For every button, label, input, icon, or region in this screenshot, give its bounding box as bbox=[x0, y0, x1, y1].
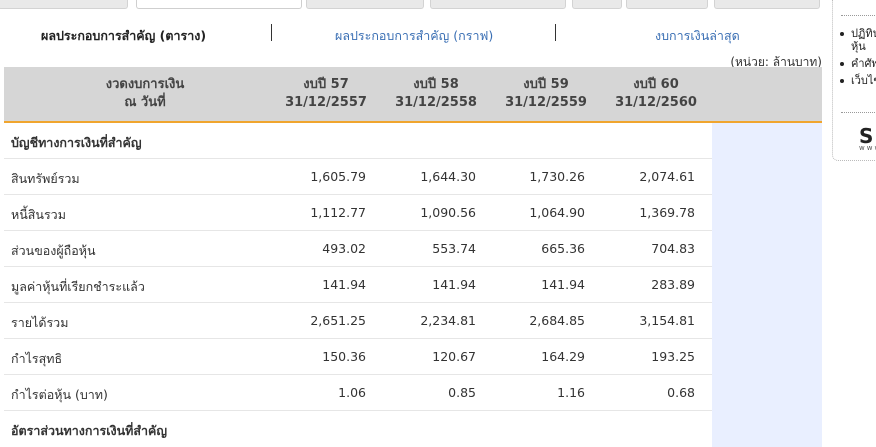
top-tab-strip bbox=[0, 0, 822, 10]
sidebar-link-website[interactable]: เว็บไซ bbox=[839, 74, 876, 87]
cell-value: 1,605.79 bbox=[310, 169, 366, 184]
tab-key-results-table[interactable]: ผลประกอบการสำคัญ (ตาราง) bbox=[41, 28, 207, 43]
header-col-title: งบปี 59 bbox=[523, 77, 569, 92]
section-title: บัญชีทางการเงินที่สำคัญ bbox=[11, 135, 142, 150]
header-col-title: งบปี 57 bbox=[303, 77, 349, 92]
top-tab-3[interactable] bbox=[306, 0, 424, 9]
cell-value: 141.94 bbox=[541, 277, 585, 292]
cell-value: 1,090.56 bbox=[420, 205, 476, 220]
highlight-column-cell bbox=[712, 231, 822, 267]
right-sidebar: ปฏิทิน หุ้น คำศัพ เว็บไซ SE www bbox=[832, 0, 876, 161]
cell-value: 2,684.85 bbox=[529, 313, 585, 328]
section-row-key-accounts: บัญชีทางการเงินที่สำคัญ bbox=[4, 123, 822, 159]
table-row: กำไรสุทธิ 150.36 120.67 164.29 193.25 bbox=[4, 339, 822, 375]
cell-value: 1,369.78 bbox=[639, 205, 695, 220]
financial-table: งวดงบการเงิน ณ วันที่ งบปี 57 31/12/2557… bbox=[4, 67, 822, 447]
top-tab-4[interactable] bbox=[430, 0, 566, 9]
table-row: ส่วนของผู้ถือหุ้น 493.02 553.74 665.36 7… bbox=[4, 231, 822, 267]
cell-value: 120.67 bbox=[432, 349, 476, 364]
header-col-title: งบปี 58 bbox=[413, 77, 459, 92]
nav-separator bbox=[271, 24, 272, 41]
sub-navigation: ผลประกอบการสำคัญ (ตาราง) ผลประกอบการสำคั… bbox=[0, 22, 822, 46]
cell-value: 164.29 bbox=[541, 349, 585, 364]
row-label: หนี้สินรวม bbox=[11, 207, 66, 222]
table-header: งวดงบการเงิน ณ วันที่ งบปี 57 31/12/2557… bbox=[4, 67, 822, 123]
top-tab-6[interactable] bbox=[626, 0, 708, 9]
header-col-date: 31/12/2560 bbox=[615, 95, 697, 110]
header-col-60: งบปี 60 31/12/2560 bbox=[606, 76, 706, 112]
section-title: อัตราส่วนทางการเงินที่สำคัญ bbox=[11, 423, 168, 438]
cell-value: 665.36 bbox=[541, 241, 585, 256]
row-label: กำไรต่อหุ้น (บาท) bbox=[11, 387, 108, 402]
row-label: สินทรัพย์รวม bbox=[11, 171, 80, 186]
cell-value: 141.94 bbox=[432, 277, 476, 292]
top-tab-7[interactable] bbox=[714, 0, 820, 9]
cell-value: 150.36 bbox=[322, 349, 366, 364]
highlight-column-cell bbox=[712, 339, 822, 375]
cell-value: 1,644.30 bbox=[420, 169, 476, 184]
header-col-date: 31/12/2558 bbox=[395, 95, 477, 110]
sidebar-link-glossary[interactable]: คำศัพ bbox=[839, 57, 876, 70]
sidebar-divider bbox=[841, 15, 876, 16]
header-col-58: งบปี 58 31/12/2558 bbox=[386, 76, 486, 112]
sidebar-divider bbox=[841, 112, 876, 113]
row-label: ส่วนของผู้ถือหุ้น bbox=[11, 243, 96, 258]
nav-separator bbox=[555, 24, 556, 41]
cell-value: 0.68 bbox=[667, 385, 695, 400]
set-logo-url: www bbox=[859, 144, 876, 152]
cell-value: 1,112.77 bbox=[310, 205, 366, 220]
cell-value: 2,651.25 bbox=[310, 313, 366, 328]
cell-value: 2,074.61 bbox=[639, 169, 695, 184]
table-row: มูลค่าหุ้นที่เรียกชำระแล้ว 141.94 141.94… bbox=[4, 267, 822, 303]
header-col-date: 31/12/2557 bbox=[285, 95, 367, 110]
tab-latest-financials[interactable]: งบการเงินล่าสุด bbox=[655, 28, 740, 43]
cell-value: 1,064.90 bbox=[529, 205, 585, 220]
highlight-column-cell bbox=[712, 303, 822, 339]
header-period-line1: งวดงบการเงิน bbox=[105, 77, 185, 92]
row-label: กำไรสุทธิ bbox=[11, 351, 63, 366]
sidebar-link-list: ปฏิทิน หุ้น คำศัพ เว็บไซ bbox=[839, 27, 876, 91]
unit-note: (หน่วย: ล้านบาท) bbox=[730, 55, 822, 69]
cell-value: 1,730.26 bbox=[529, 169, 585, 184]
cell-value: 283.89 bbox=[651, 277, 695, 292]
highlight-column-cell bbox=[712, 375, 822, 411]
cell-value: 1.06 bbox=[338, 385, 366, 400]
header-col-57: งบปี 57 31/12/2557 bbox=[276, 76, 376, 112]
highlight-column-cell bbox=[712, 195, 822, 231]
cell-value: 3,154.81 bbox=[639, 313, 695, 328]
row-label: รายได้รวม bbox=[11, 315, 69, 330]
highlight-column-cell bbox=[712, 159, 822, 195]
cell-value: 0.85 bbox=[448, 385, 476, 400]
header-period: งวดงบการเงิน ณ วันที่ bbox=[80, 76, 210, 112]
set-logo[interactable]: SE bbox=[859, 124, 876, 148]
table-row: กำไรต่อหุ้น (บาท) 1.06 0.85 1.16 0.68 bbox=[4, 375, 822, 411]
header-col-title: งบปี 60 bbox=[633, 77, 679, 92]
top-tab-5[interactable] bbox=[572, 0, 622, 9]
top-tab-1[interactable] bbox=[0, 0, 128, 9]
cell-value: 493.02 bbox=[322, 241, 366, 256]
header-period-line2: ณ วันที่ bbox=[124, 95, 166, 110]
cell-value: 704.83 bbox=[651, 241, 695, 256]
highlight-column-cell bbox=[712, 411, 822, 447]
table-row: สินทรัพย์รวม 1,605.79 1,644.30 1,730.26 … bbox=[4, 159, 822, 195]
table-row: หนี้สินรวม 1,112.77 1,090.56 1,064.90 1,… bbox=[4, 195, 822, 231]
cell-value: 1.16 bbox=[557, 385, 585, 400]
table-row: รายได้รวม 2,651.25 2,234.81 2,684.85 3,1… bbox=[4, 303, 822, 339]
highlight-column-cell bbox=[712, 123, 822, 159]
cell-value: 193.25 bbox=[651, 349, 695, 364]
sidebar-link-calendar[interactable]: ปฏิทิน หุ้น bbox=[839, 27, 876, 53]
row-label: มูลค่าหุ้นที่เรียกชำระแล้ว bbox=[11, 279, 145, 294]
top-tab-active[interactable] bbox=[136, 0, 302, 9]
cell-value: 141.94 bbox=[322, 277, 366, 292]
section-row-key-ratios: อัตราส่วนทางการเงินที่สำคัญ bbox=[4, 411, 822, 447]
tab-key-results-graph[interactable]: ผลประกอบการสำคัญ (กราฟ) bbox=[335, 28, 494, 43]
header-col-date: 31/12/2559 bbox=[505, 95, 587, 110]
cell-value: 553.74 bbox=[432, 241, 476, 256]
header-col-59: งบปี 59 31/12/2559 bbox=[496, 76, 596, 112]
highlight-column-cell bbox=[712, 267, 822, 303]
cell-value: 2,234.81 bbox=[420, 313, 476, 328]
